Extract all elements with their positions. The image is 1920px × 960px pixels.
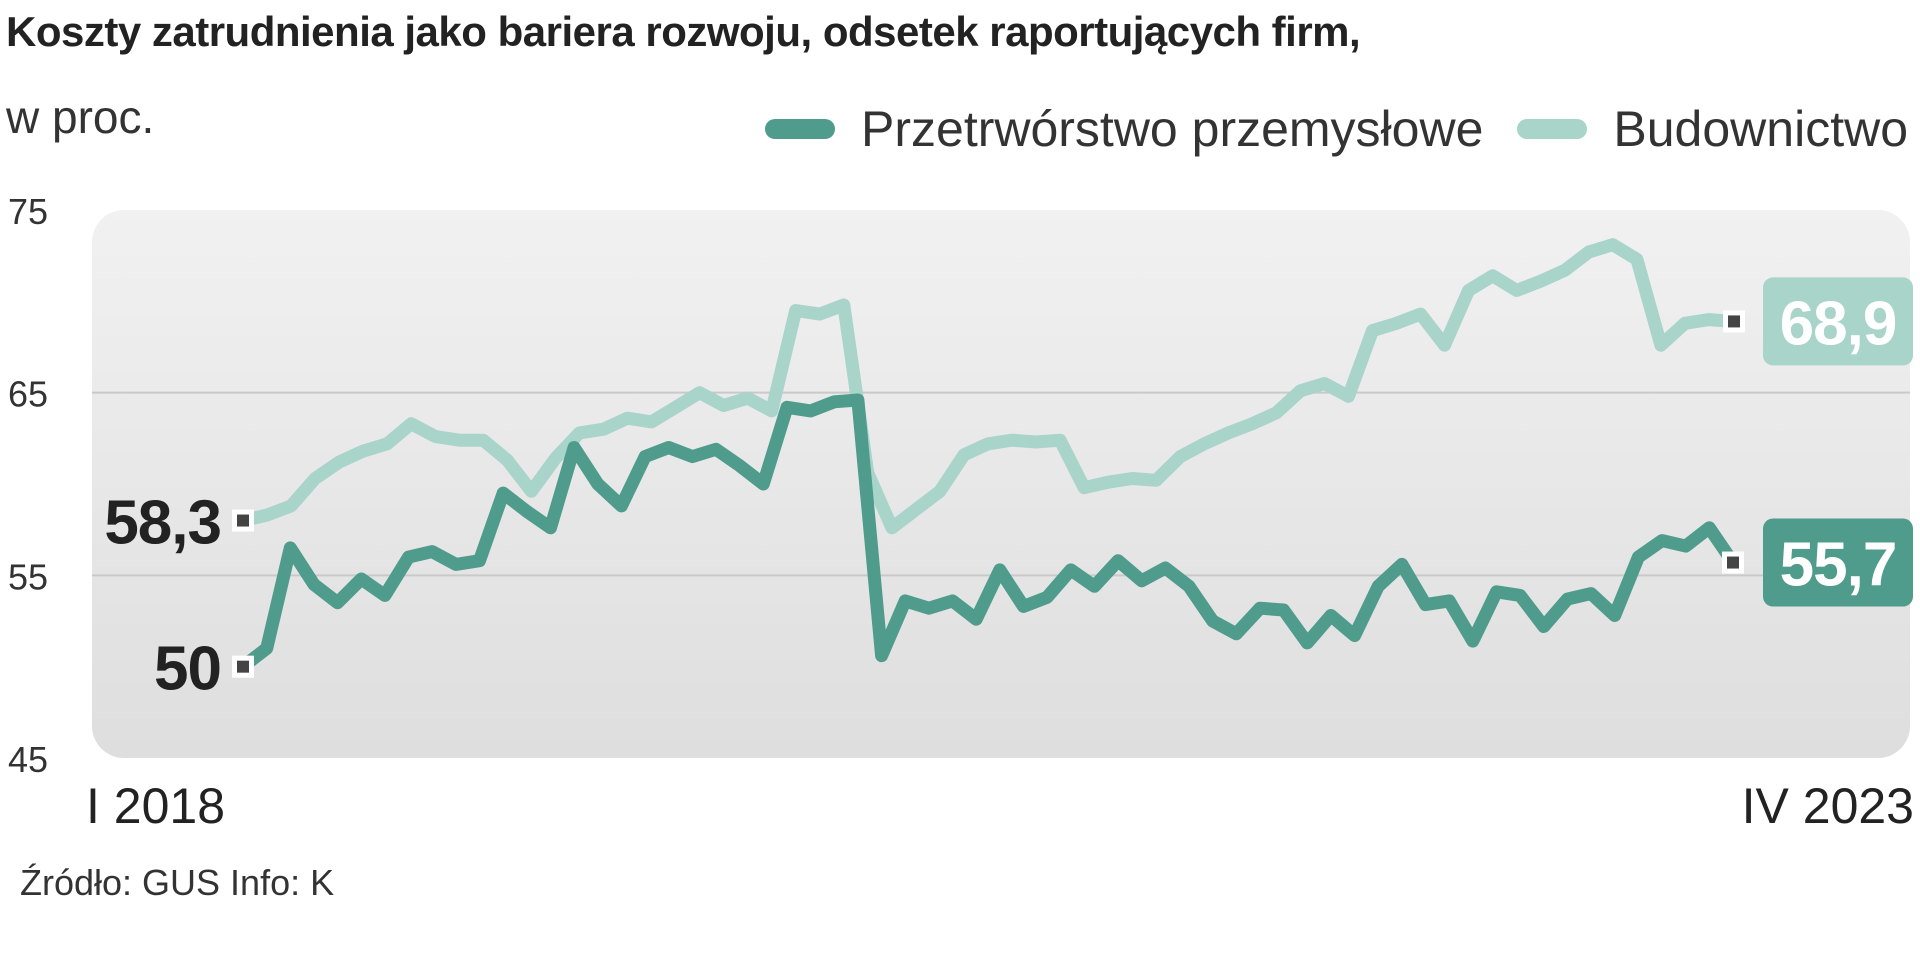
series-line-manufacturing <box>236 393 1740 674</box>
legend-swatch-manufacturing <box>765 119 836 139</box>
end-value-label-construction: 68,9 <box>1780 289 1897 358</box>
legend-item-manufacturing: Przetrwórstwo przemysłowe <box>765 100 1483 158</box>
x-tick-label: IV 2023 <box>1742 778 1914 834</box>
chart-title: Koszty zatrudnienia jako bariera rozwoju… <box>6 8 1361 55</box>
y-tick-label: 55 <box>8 556 48 597</box>
y-tick-label: 45 <box>8 739 48 780</box>
legend-item-construction: Budownictwo <box>1517 100 1908 158</box>
start-marker-dot-construction <box>237 514 249 527</box>
legend: Przetrwórstwo przemysłowe Budownictwo <box>765 100 1908 158</box>
start-value-label-construction: 58,3 <box>104 489 221 558</box>
chart-subtitle: w proc. <box>6 91 155 143</box>
start-value-label-manufacturing: 50 <box>154 635 221 704</box>
y-tick-label: 65 <box>8 374 48 415</box>
series-line-construction <box>236 238 1740 535</box>
x-tick-label: I 2018 <box>86 778 225 834</box>
legend-label-construction: Budownictwo <box>1613 101 1908 157</box>
start-marker-dot-manufacturing <box>237 660 249 673</box>
y-tick-label: 75 <box>8 191 48 232</box>
legend-swatch-construction <box>1517 119 1588 139</box>
end-value-badge-manufacturing <box>1763 518 1913 607</box>
end-value-badge-construction <box>1763 277 1913 366</box>
end-marker-dot-manufacturing <box>1727 556 1739 569</box>
plot-background <box>92 210 1910 758</box>
legend-label-manufacturing: Przetrwórstwo przemysłowe <box>861 101 1484 157</box>
source-note: Źródło: GUS Info: K <box>20 862 335 903</box>
end-marker-dot-construction <box>1728 315 1740 328</box>
end-value-label-manufacturing: 55,7 <box>1780 531 1897 600</box>
